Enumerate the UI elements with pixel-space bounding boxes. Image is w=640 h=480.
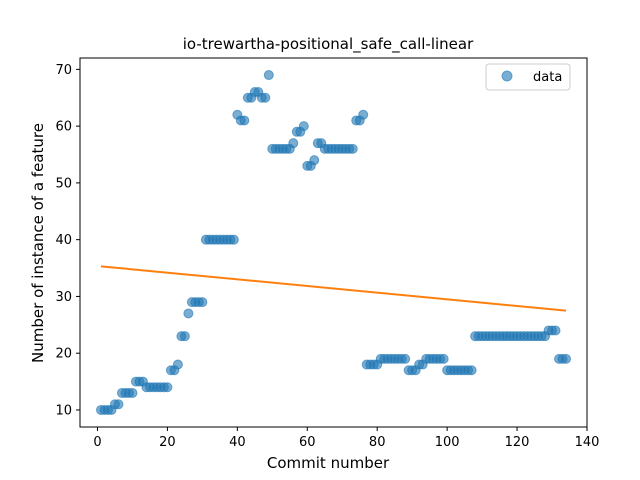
x-tick-label: 80 bbox=[369, 435, 386, 450]
y-tick-label: 60 bbox=[55, 120, 72, 135]
data-point bbox=[467, 366, 476, 375]
data-point bbox=[264, 71, 273, 80]
y-axis-ticks: 10 20 30 40 50 60 70 bbox=[55, 63, 80, 419]
x-tick-label: 0 bbox=[93, 435, 101, 450]
data-point bbox=[359, 110, 368, 119]
trend-line bbox=[101, 266, 566, 310]
y-tick-label: 70 bbox=[55, 63, 72, 78]
data-point bbox=[551, 326, 560, 335]
y-tick-label: 30 bbox=[55, 290, 72, 305]
chart-title: io-trewartha-positional_safe_call-linear bbox=[183, 35, 474, 54]
data-point bbox=[562, 354, 571, 363]
y-tick-label: 40 bbox=[55, 233, 72, 248]
data-point bbox=[198, 298, 207, 307]
x-axis-label: Commit number bbox=[267, 454, 390, 472]
data-point bbox=[299, 122, 308, 131]
data-point bbox=[163, 383, 172, 392]
data-point bbox=[184, 309, 193, 318]
data-point bbox=[401, 354, 410, 363]
data-point bbox=[348, 144, 357, 153]
x-tick-label: 60 bbox=[299, 435, 316, 450]
data-point bbox=[439, 354, 448, 363]
x-axis-ticks: 0 20 40 60 80 100 120 140 bbox=[93, 427, 599, 450]
x-tick-label: 120 bbox=[505, 435, 530, 450]
plot-area bbox=[80, 58, 587, 427]
y-tick-label: 50 bbox=[55, 176, 72, 191]
y-tick-label: 20 bbox=[55, 347, 72, 362]
data-point bbox=[173, 360, 182, 369]
data-point bbox=[310, 156, 319, 165]
x-tick-label: 20 bbox=[159, 435, 176, 450]
legend-marker-data bbox=[502, 71, 512, 81]
axes-frame bbox=[80, 58, 587, 427]
data-point bbox=[229, 235, 238, 244]
data-point bbox=[180, 332, 189, 341]
data-point bbox=[240, 116, 249, 125]
y-tick-label: 10 bbox=[55, 403, 72, 418]
data-point bbox=[114, 400, 123, 409]
x-tick-label: 40 bbox=[229, 435, 246, 450]
data-point bbox=[128, 388, 137, 397]
data-point bbox=[289, 139, 298, 148]
legend-label-data: data bbox=[533, 70, 562, 85]
data-point bbox=[261, 93, 270, 102]
x-tick-label: 140 bbox=[575, 435, 600, 450]
legend: data bbox=[486, 64, 570, 90]
x-tick-label: 100 bbox=[435, 435, 460, 450]
y-axis-label: Number of instance of a feature bbox=[29, 123, 47, 363]
